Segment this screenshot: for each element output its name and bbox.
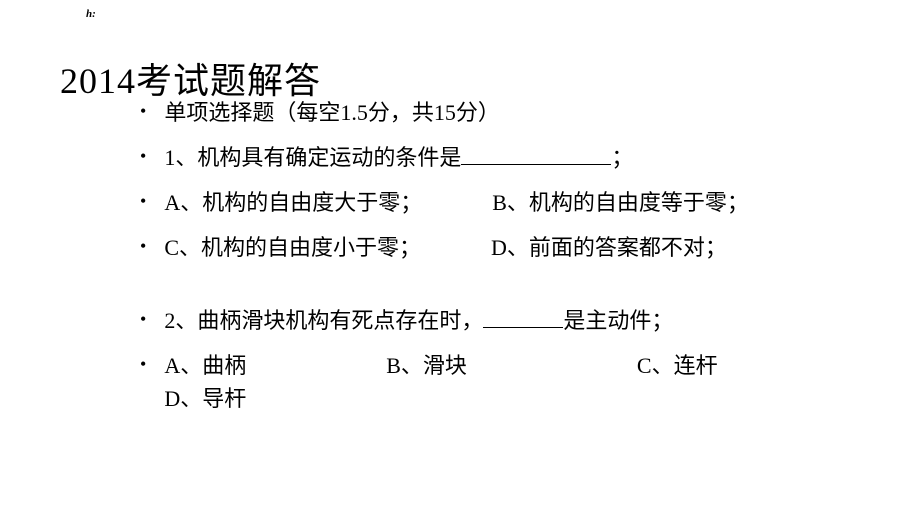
bullet-icon: • (140, 186, 146, 217)
q1-option-c: C、机构的自由度小于零； (164, 235, 421, 260)
q1-stem-line: • 1、机构具有确定运动的条件是 ； (140, 141, 840, 174)
q1-option-a: A、机构的自由度大于零； (164, 190, 422, 215)
q1-option-b: B、机构的自由度等于零； (492, 190, 749, 215)
q2-options-text: A、曲柄 B、滑块 C、连杆 D、导杆 (164, 349, 840, 415)
q1-options-cd-text: C、机构的自由度小于零； D、前面的答案都不对； (164, 231, 840, 264)
q2-stem-line: • 2、曲柄滑块机构有死点存在时， 是主动件； (140, 304, 840, 337)
q2-option-c: C、连杆 (637, 353, 718, 378)
q1-blank (461, 143, 611, 165)
q1-stem-before: 1、机构具有确定运动的条件是 (164, 145, 461, 170)
q2-stem-after: 是主动件； (563, 308, 673, 333)
q1-option-d: D、前面的答案都不对； (491, 235, 727, 260)
gap (140, 276, 840, 304)
bullet-icon: • (140, 231, 146, 262)
small-mark: h: (86, 8, 96, 20)
instruction-line: • 单项选择题（每空1.5分，共15分） (140, 96, 840, 129)
q2-stem: 2、曲柄滑块机构有死点存在时， 是主动件； (164, 304, 840, 337)
q1-stem-after: ； (611, 145, 633, 170)
q2-stem-before: 2、曲柄滑块机构有死点存在时， (164, 308, 483, 333)
q2-option-b: B、滑块 (386, 353, 467, 378)
bullet-icon: • (140, 96, 146, 127)
q2-option-a: A、曲柄 (164, 353, 246, 378)
bullet-icon: • (140, 304, 146, 335)
bullet-icon: • (140, 141, 146, 172)
q1-options-ab-text: A、机构的自由度大于零； B、机构的自由度等于零； (164, 186, 840, 219)
q2-option-d: D、导杆 (164, 386, 246, 411)
q1-options-ab: • A、机构的自由度大于零； B、机构的自由度等于零； (140, 186, 840, 219)
content-area: • 单项选择题（每空1.5分，共15分） • 1、机构具有确定运动的条件是 ； •… (140, 96, 840, 427)
q2-options: • A、曲柄 B、滑块 C、连杆 D、导杆 (140, 349, 840, 415)
q2-blank (483, 306, 563, 328)
q1-options-cd: • C、机构的自由度小于零； D、前面的答案都不对； (140, 231, 840, 264)
q1-stem: 1、机构具有确定运动的条件是 ； (164, 141, 840, 174)
bullet-icon: • (140, 349, 146, 380)
instruction-text: 单项选择题（每空1.5分，共15分） (164, 96, 840, 129)
